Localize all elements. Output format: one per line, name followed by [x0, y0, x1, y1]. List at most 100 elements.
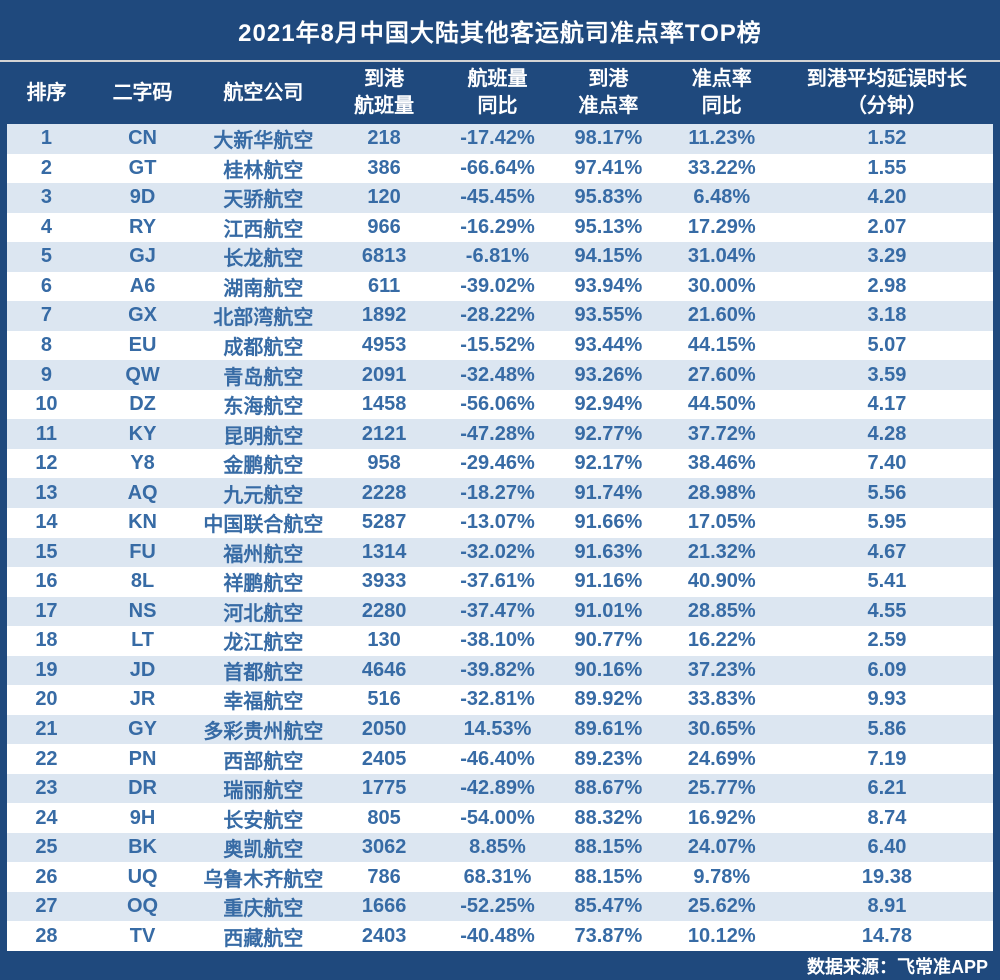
delay-cell: 4.17	[867, 393, 907, 416]
otp-yoy-cell: 16.92%	[687, 806, 756, 829]
arrivals-cell: 6813	[361, 245, 407, 268]
arrivals-cell: 958	[367, 452, 401, 475]
arrivals-cell: 2403	[361, 924, 407, 947]
otp-yoy-cell: 37.72%	[687, 422, 756, 445]
delay-cell: 4.20	[867, 186, 907, 209]
otp-yoy-cell: 37.23%	[687, 658, 756, 681]
flights-yoy-cell: -32.02%	[460, 540, 535, 563]
table-row: 26 UQ 乌鲁木齐航空 786 68.31% 88.15% 9.78% 19.38	[7, 862, 993, 892]
flights-yoy-cell: -46.40%	[460, 747, 535, 770]
otp-cell: 93.55%	[574, 304, 643, 327]
otp-yoy-cell: 33.83%	[687, 688, 756, 711]
otp-cell: 91.74%	[574, 481, 643, 504]
arrivals-cell: 5287	[361, 511, 407, 534]
arrivals-cell: 2050	[361, 717, 407, 740]
otp-yoy-cell: 21.32%	[687, 540, 756, 563]
arrivals-cell: 1892	[361, 304, 407, 327]
rank-cell: 4	[40, 215, 52, 238]
delay-cell: 3.29	[867, 245, 907, 268]
otp-yoy-cell: 24.07%	[687, 836, 756, 859]
rank-cell: 28	[35, 924, 58, 947]
airline-cell: 幸福航空	[223, 691, 304, 714]
code-cell: RY	[129, 215, 157, 238]
otp-yoy-cell: 25.77%	[687, 777, 756, 800]
otp-yoy-cell: 17.05%	[687, 511, 756, 534]
delay-cell: 5.56	[867, 481, 907, 504]
code-cell: OQ	[127, 895, 159, 918]
rank-cell: 20	[35, 688, 58, 711]
arrivals-cell: 3062	[361, 836, 407, 859]
table-row: 19 JD 首都航空 4646 -39.82% 90.16% 37.23% 6.09	[7, 655, 993, 686]
airline-cell: 祥鹏航空	[223, 573, 304, 596]
rank-cell: 6	[40, 274, 52, 297]
code-cell: GJ	[129, 245, 156, 268]
code-cell: DZ	[129, 393, 156, 416]
airline-cell: 龙江航空	[223, 632, 304, 655]
airline-cell: 大新华航空	[213, 130, 314, 153]
code-cell: QW	[125, 363, 160, 386]
otp-yoy-cell: 11.23%	[688, 127, 756, 150]
otp-cell: 73.87%	[574, 924, 643, 947]
code-cell: KY	[128, 422, 157, 445]
flights-yoy-cell: -37.61%	[460, 570, 535, 593]
arrivals-cell: 1666	[361, 895, 407, 918]
rank-cell: 23	[35, 777, 58, 800]
rank-cell: 22	[35, 747, 58, 770]
otp-cell: 88.32%	[574, 806, 643, 829]
delay-cell: 1.52	[867, 127, 907, 150]
rank-cell: 16	[35, 570, 58, 593]
table-row: 28 TV 西藏航空 2403 -40.48% 73.87% 10.12% 14.78	[7, 921, 993, 951]
airline-cell: 多彩贵州航空	[203, 720, 324, 743]
otp-yoy-cell: 21.60%	[687, 304, 756, 327]
col-header-avg-delay: 到港平均延误时长 （分钟）	[806, 68, 967, 117]
otp-cell: 91.16%	[574, 570, 643, 593]
delay-cell: 3.59	[867, 363, 907, 386]
otp-cell: 91.01%	[574, 599, 643, 622]
delay-cell: 6.40	[867, 836, 907, 859]
delay-cell: 6.21	[867, 777, 907, 800]
table-body: 1 CN 大新华航空 218 -17.42% 98.17% 11.23% 1.52 2 GT 桂林航…	[7, 124, 993, 951]
rank-cell: 11	[35, 422, 58, 445]
flights-yoy-cell: -54.00%	[460, 806, 535, 829]
arrivals-cell: 2091	[361, 363, 407, 386]
flights-yoy-cell: 68.31%	[463, 865, 532, 888]
otp-yoy-cell: 10.12%	[687, 924, 756, 947]
code-cell: CN	[128, 127, 157, 150]
otp-cell: 88.15%	[574, 865, 643, 888]
flights-yoy-cell: 14.53%	[463, 717, 532, 740]
airline-cell: 河北航空	[223, 602, 304, 625]
footer-bar: 数据来源：飞常准APP	[0, 951, 1000, 980]
airline-cell: 重庆航空	[223, 898, 304, 921]
code-cell: A6	[129, 274, 156, 297]
otp-cell: 91.66%	[574, 511, 643, 534]
arrivals-cell: 2121	[361, 422, 407, 445]
arrivals-cell: 2280	[361, 599, 407, 622]
code-cell: KN	[128, 511, 157, 534]
otp-cell: 95.83%	[574, 186, 643, 209]
arrivals-cell: 2228	[361, 481, 407, 504]
arrivals-cell: 1314	[361, 540, 407, 563]
rank-cell: 10	[35, 393, 58, 416]
delay-cell: 19.38	[861, 865, 912, 888]
flights-yoy-cell: -40.48%	[460, 924, 535, 947]
airline-cell: 成都航空	[223, 337, 304, 360]
table-row: 23 DR 瑞丽航空 1775 -42.89% 88.67% 25.77% 6.21	[7, 773, 993, 804]
table-row: 5 GJ 长龙航空 6813 -6.81% 94.15% 31.04% 3.29	[7, 242, 993, 272]
arrivals-cell: 386	[367, 156, 401, 179]
table-row: 25 BK 奥凯航空 3062 8.85% 88.15% 24.07% 6.40	[7, 832, 993, 863]
rank-cell: 25	[35, 836, 58, 859]
airline-cell: 青岛航空	[223, 366, 304, 389]
code-cell: UQ	[127, 865, 158, 888]
otp-yoy-cell: 38.46%	[687, 452, 756, 475]
code-cell: JD	[129, 658, 156, 681]
delay-cell: 2.98	[867, 274, 907, 297]
arrivals-cell: 516	[367, 688, 401, 711]
rank-cell: 27	[35, 895, 58, 918]
arrivals-cell: 805	[367, 806, 401, 829]
airline-cell: 江西航空	[223, 218, 304, 241]
otp-cell: 88.67%	[574, 777, 643, 800]
delay-cell: 3.18	[867, 304, 907, 327]
table-row: 21 GY 多彩贵州航空 2050 14.53% 89.61% 30.65% 5.86	[7, 714, 993, 745]
code-cell: GX	[128, 304, 158, 327]
otp-cell: 93.44%	[574, 334, 643, 357]
